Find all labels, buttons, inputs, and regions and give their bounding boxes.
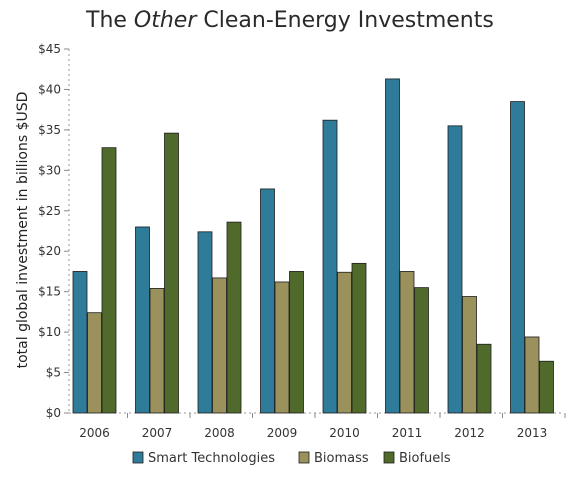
bar-biofuels-2012 <box>476 343 492 414</box>
y-tick-label: $20 <box>38 244 61 258</box>
x-tick-label: 2009 <box>267 426 298 440</box>
x-tick-label: 2012 <box>454 426 485 440</box>
legend-label: Biofuels <box>399 451 451 466</box>
title-emphasis: Other <box>133 8 197 33</box>
legend: Smart Technologies Biomass Biofuels <box>132 451 451 466</box>
legend-swatch-biofuels <box>383 451 395 464</box>
bar-smart-technologies-2010 <box>322 119 338 414</box>
bar-biomass-2006 <box>87 312 102 414</box>
bars <box>72 78 554 414</box>
x-tick-label: 2010 <box>329 426 360 440</box>
legend-swatch-smart-technologies <box>132 451 144 464</box>
x-tick-label: 2011 <box>392 426 423 440</box>
bar-biomass-2012 <box>462 296 477 414</box>
bar-biofuels-2010 <box>351 262 367 414</box>
x-tick-label: 2007 <box>142 426 173 440</box>
bar-biomass-2011 <box>399 271 415 414</box>
bar-biofuels-2006 <box>101 147 117 414</box>
y-axis-label-group: total global investment in billions $USD <box>15 92 31 369</box>
bar-smart-technologies-2009 <box>260 188 275 414</box>
y-tick-label: $15 <box>38 285 61 299</box>
bar-biomass-2007 <box>149 288 165 414</box>
y-tick-label: $5 <box>46 366 61 380</box>
y-axis-label: total global investment in billions $USD <box>15 92 31 369</box>
legend-label: Biomass <box>314 451 369 466</box>
y-tick-label: $10 <box>38 325 61 339</box>
bar-smart-technologies-2007 <box>135 226 150 414</box>
bar-biofuels-2008 <box>226 221 242 414</box>
bar-biofuels-2013 <box>539 360 554 414</box>
bar-smart-technologies-2006 <box>72 271 88 414</box>
x-tick-label: 2006 <box>79 426 110 440</box>
bar-biomass-2010 <box>337 271 352 414</box>
bar-smart-technologies-2011 <box>385 78 400 414</box>
bar-biofuels-2011 <box>414 287 429 414</box>
bar-smart-technologies-2012 <box>447 125 463 414</box>
bar-biomass-2008 <box>212 277 227 414</box>
y-tick-label: $0 <box>46 406 61 420</box>
bar-biomass-2013 <box>524 336 540 414</box>
bar-biofuels-2007 <box>164 132 179 414</box>
bar-biofuels-2009 <box>289 271 304 414</box>
bar-smart-technologies-2008 <box>197 231 213 414</box>
y-tick-label: $35 <box>38 123 61 137</box>
bar-biomass-2009 <box>274 281 290 414</box>
y-tick-label: $25 <box>38 204 61 218</box>
legend-label: Smart Technologies <box>148 451 275 466</box>
chart-title: The Other Clean-Energy Investments <box>86 8 494 33</box>
title-suffix: Clean-Energy Investments <box>196 8 494 33</box>
title-prefix: The <box>86 8 134 33</box>
bar-smart-technologies-2013 <box>510 101 525 414</box>
x-tick-label: 2013 <box>517 426 548 440</box>
legend-swatch-biomass <box>298 451 310 464</box>
y-tick-label: $45 <box>38 42 61 56</box>
y-tick-label: $30 <box>38 163 61 177</box>
x-tick-label: 2008 <box>204 426 235 440</box>
y-tick-label: $40 <box>38 82 61 96</box>
